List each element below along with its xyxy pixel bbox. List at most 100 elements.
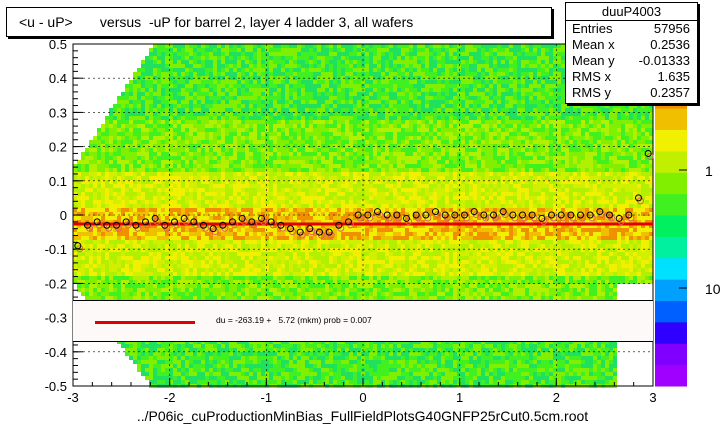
profile-point (287, 225, 294, 233)
profile-point (132, 221, 140, 229)
profile-point (548, 211, 555, 219)
stats-row-meany: Mean y -0.01333 (566, 53, 697, 69)
stats-row-rmsy: RMS y 0.2357 (566, 85, 697, 101)
profile-point (538, 214, 546, 222)
profile-point (403, 214, 410, 222)
profile-point (161, 221, 169, 229)
stats-rmsy-value: 0.2357 (650, 85, 690, 100)
profile-point (596, 208, 604, 216)
stats-meany-value: -0.01333 (638, 53, 690, 68)
profile-point (577, 211, 584, 219)
profile-point (557, 211, 565, 219)
chart-title-box: <u - uP> versus -uP for barrel 2, layer … (6, 7, 552, 37)
profile-point (267, 218, 275, 226)
stats-row-meanx: Mean x 0.2536 (566, 37, 697, 53)
stats-name: duuP4003 (566, 3, 697, 21)
profile-point (519, 211, 526, 219)
fit-legend-text: du = -263.19 + 5.72 (mkm) prob = 0.007 (216, 315, 372, 325)
stats-entries-label: Entries (572, 21, 613, 36)
profile-point (93, 218, 101, 226)
profile-point (644, 149, 652, 157)
y-tick-label-0: -0.5 (45, 379, 67, 394)
profile-point (383, 211, 391, 219)
fit-legend: du = -263.19 + 5.72 (mkm) prob = 0.007 (73, 300, 653, 342)
y-tick-label-7: 0.2 (49, 140, 67, 155)
chart-title: <u - uP> versus -uP for barrel 2, layer … (19, 14, 414, 30)
profile-point (470, 208, 478, 216)
profile-point (490, 211, 497, 219)
profile-point (586, 211, 594, 219)
stats-meany-label: Mean y (572, 53, 615, 68)
profile-point (606, 211, 613, 219)
y-tick-label-6: 0.1 (49, 174, 67, 189)
profile-point (113, 221, 120, 229)
profile-point (219, 221, 227, 229)
z-tick-label-0: 1 (705, 163, 713, 179)
profile-point (422, 211, 430, 219)
profile-point (74, 242, 82, 250)
profile-point (499, 208, 507, 216)
profile-point (316, 228, 323, 236)
profile-point (277, 221, 285, 229)
profile-point (625, 211, 633, 219)
profile-point (103, 221, 111, 229)
y-tick-label-2: -0.3 (45, 311, 67, 326)
profile-point (325, 228, 333, 236)
profile-point (190, 218, 198, 226)
profile-point (296, 228, 304, 236)
profile-point (151, 214, 159, 222)
profile-point (248, 218, 256, 226)
x-tick-label-3: 0 (359, 390, 366, 405)
profile-point (374, 208, 381, 216)
profile-point (229, 218, 236, 226)
stats-row-entries: Entries 57956 (566, 21, 697, 37)
profile-point (451, 211, 459, 219)
z-tick-label-1: 10 (705, 281, 721, 297)
profile-point (432, 208, 439, 216)
x-tick-label-0: -3 (67, 390, 79, 405)
y-tick-label-1: -0.4 (45, 345, 67, 360)
y-tick-label-8: 0.3 (49, 105, 67, 120)
profile-point (441, 211, 449, 219)
x-tick-label-4: 1 (456, 390, 463, 405)
profile-point (480, 211, 488, 219)
profile-point (412, 211, 420, 219)
profile-point (238, 214, 246, 222)
profile-point (615, 214, 623, 222)
profile-point (209, 225, 217, 233)
x-tick-label-1: -2 (164, 390, 176, 405)
profile-point (567, 211, 575, 219)
stats-rmsx-label: RMS x (572, 69, 611, 84)
profile-point (171, 218, 178, 226)
stats-meanx-label: Mean x (572, 37, 615, 52)
profile-point (306, 225, 314, 233)
profile-point (393, 211, 401, 219)
stats-box: duuP4003 Entries 57956 Mean x 0.2536 Mea… (565, 2, 698, 104)
stats-rmsx-value: 1.635 (657, 69, 690, 84)
y-tick-label-4: -0.1 (45, 242, 67, 257)
y-tick-label-10: 0.5 (49, 37, 67, 52)
profile-point (180, 214, 188, 222)
profile-point (200, 221, 207, 229)
y-tick-label-3: -0.2 (45, 276, 67, 291)
profile-point (122, 218, 130, 226)
stats-row-rmsx: RMS x 1.635 (566, 69, 697, 85)
x-tick-label-2: -1 (261, 390, 273, 405)
stats-entries-value: 57956 (653, 21, 690, 36)
profile-point (364, 211, 372, 219)
profile-point (461, 211, 468, 219)
stats-meanx-value: 0.2536 (650, 37, 690, 52)
profile-point (335, 221, 343, 229)
profile-point (354, 211, 362, 219)
profile-point (345, 218, 352, 226)
y-tick-label-5: 0 (60, 208, 67, 223)
profile-point (635, 194, 642, 202)
file-path-footer: ../P06ic_cuProductionMinBias_FullFieldPl… (136, 408, 589, 424)
profile-point (142, 218, 149, 226)
profile-point (258, 214, 265, 222)
profile-point (528, 211, 536, 219)
profile-point (84, 221, 91, 229)
profile-point (509, 211, 517, 219)
x-tick-label-6: 3 (649, 390, 656, 405)
fit-legend-line (95, 321, 195, 324)
